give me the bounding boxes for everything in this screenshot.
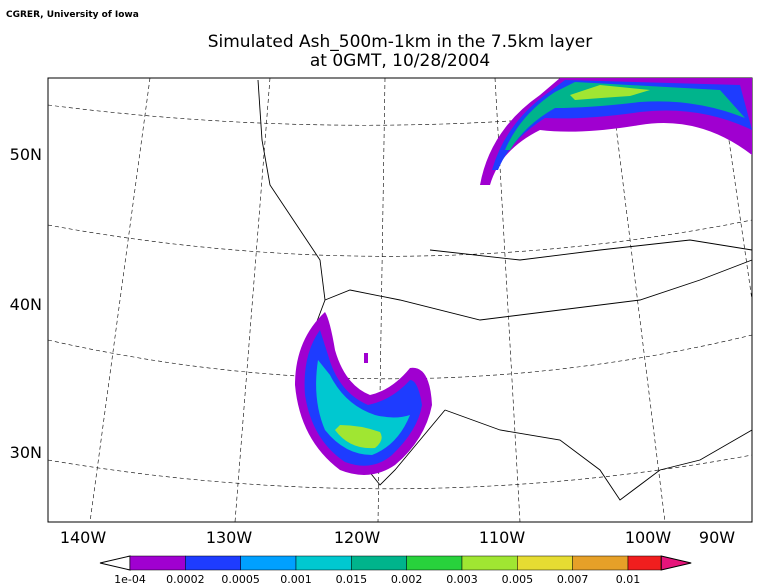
lat-label: 50N <box>10 145 42 164</box>
colorbar-label: 0.002 <box>391 573 423 586</box>
colorbar-segment <box>572 555 629 571</box>
lon-label: 120W <box>334 528 381 547</box>
colorbar-segment <box>129 555 186 571</box>
colorbar-segment <box>627 555 662 571</box>
colorbar-under <box>99 555 131 571</box>
lat-label: 40N <box>10 295 42 314</box>
lat-label: 30N <box>10 443 42 462</box>
map <box>47 77 753 523</box>
colorbar-segment <box>185 555 241 571</box>
lon-label: 130W <box>206 528 253 547</box>
lon-label: 100W <box>625 528 672 547</box>
colorbar-segment <box>461 555 518 571</box>
colorbar-segment <box>351 555 407 571</box>
colorbar-label: 0.001 <box>280 573 312 586</box>
lon-label: 90W <box>699 528 735 547</box>
colorbar-label: 0.0005 <box>221 573 260 586</box>
colorbar-label: 1e-04 <box>114 573 146 586</box>
colorbar-over <box>660 555 692 571</box>
colorbar: 1e-04 0.0002 0.0005 0.001 0.015 0.002 0.003 0.0… <box>99 555 692 586</box>
colorbar-segment <box>517 555 573 571</box>
ash-plume-north <box>480 78 752 185</box>
lon-label: 110W <box>479 528 526 547</box>
colorbar-label: 0.01 <box>616 573 641 586</box>
credit: CGRER, University of Iowa <box>6 10 139 20</box>
ash-plume-south <box>295 312 432 475</box>
lon-labels: 140W 130W 120W 110W 100W 90W <box>60 528 735 547</box>
lat-labels: 50N 40N 30N <box>10 145 42 462</box>
colorbar-label: 0.003 <box>446 573 478 586</box>
colorbar-label: 0.007 <box>557 573 589 586</box>
lon-label: 140W <box>60 528 107 547</box>
colorbar-label: 0.005 <box>502 573 534 586</box>
colorbar-segment <box>295 555 352 571</box>
colorbar-label: 0.015 <box>336 573 368 586</box>
subtitle: at 0GMT, 10/28/2004 <box>310 51 490 71</box>
title: Simulated Ash_500m-1km in the 7.5km laye… <box>208 32 593 52</box>
coastline <box>257 79 753 501</box>
colorbar-segment <box>406 555 463 571</box>
colorbar-segment <box>240 555 297 571</box>
colorbar-label: 0.0002 <box>166 573 205 586</box>
